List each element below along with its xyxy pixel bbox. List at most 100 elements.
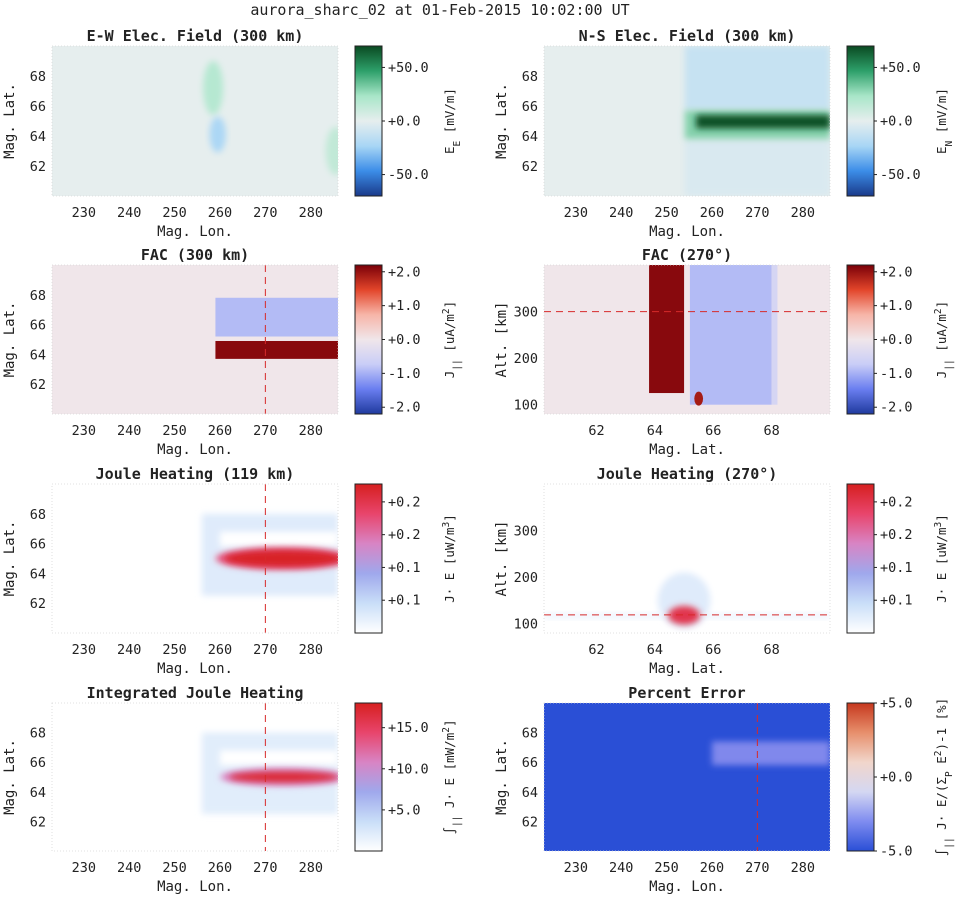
y-axis-label: Mag. Lat. <box>2 302 18 378</box>
y-tick-label: 66 <box>30 99 46 115</box>
y-tick-label: 64 <box>522 785 538 801</box>
y-axis-label: Mag. Lat. <box>2 739 18 815</box>
heatmap-features <box>649 265 778 406</box>
panel-title: FAC (270°) <box>642 246 732 264</box>
y-tick-label: 68 <box>30 507 46 523</box>
heatmap-region <box>649 265 685 394</box>
heatmap-blob <box>209 116 226 153</box>
heatmap-background <box>544 703 830 851</box>
panel-joule_119: Joule Heating (119 km) 230 240 250 260 270 280… <box>2 465 457 677</box>
x-tick-label: 260 <box>208 205 232 221</box>
colorbar-tick-label: -1.0 <box>880 366 913 382</box>
plot-frame <box>51 702 339 852</box>
colorbar <box>846 483 875 634</box>
heatmap-background <box>544 265 830 414</box>
x-tick-label: 280 <box>791 860 815 876</box>
y-tick-label: 62 <box>30 377 46 393</box>
x-tick-label: 280 <box>299 860 323 876</box>
heatmap-features <box>215 297 338 359</box>
colorbar-label: J· E [uW/m3] <box>933 514 950 603</box>
plot-frame <box>51 264 339 415</box>
x-axis-label: Mag. Lat. <box>649 661 725 677</box>
panel-title: Joule Heating (270°) <box>597 465 778 483</box>
y-tick-label: 66 <box>30 318 46 334</box>
x-axis-label: Mag. Lon. <box>649 879 725 895</box>
x-tick-label: 68 <box>763 642 779 658</box>
heatmap-blob <box>203 61 224 115</box>
colorbar <box>354 45 383 197</box>
x-tick-label: 230 <box>72 642 96 658</box>
y-tick-label: 64 <box>30 129 46 145</box>
x-tick-label: 240 <box>117 423 141 439</box>
colorbar-tick-label: +0.2 <box>880 527 913 543</box>
x-tick-label: 270 <box>253 423 277 439</box>
heatmap-region <box>689 265 772 405</box>
y-tick-label: 62 <box>30 159 46 175</box>
heatmap-region <box>215 340 338 359</box>
x-tick-label: 280 <box>299 205 323 221</box>
colorbar-tick-label: -50.0 <box>880 167 921 183</box>
y-tick-label: 68 <box>522 726 538 742</box>
heatmap-region <box>215 297 338 337</box>
figure-title: aurora_sharc_02 at 01-Feb-2015 10:02:00 … <box>250 1 629 19</box>
heatmap-blob <box>668 605 701 625</box>
heatmap-features <box>201 513 338 596</box>
colorbar-tick-label: +0.2 <box>880 494 913 510</box>
y-tick-label: 68 <box>30 726 46 742</box>
x-axis-label: Mag. Lon. <box>649 224 725 240</box>
x-tick-label: 230 <box>72 205 96 221</box>
x-tick-label: 270 <box>745 205 769 221</box>
x-tick-label: 260 <box>700 860 724 876</box>
heatmap-blob <box>325 127 338 175</box>
colorbar-tick-label: +0.0 <box>880 114 913 130</box>
y-tick-label: 62 <box>522 814 538 830</box>
colorbar-tick-label: +2.0 <box>880 264 913 280</box>
y-tick-label: 64 <box>30 566 46 582</box>
colorbar-label: J|| [uA/m2] <box>933 301 955 378</box>
x-tick-label: 240 <box>117 860 141 876</box>
heatmap-region <box>219 531 338 547</box>
heatmap-region <box>684 139 830 196</box>
y-tick-label: 66 <box>30 755 46 771</box>
panel-title: FAC (300 km) <box>141 246 249 264</box>
x-axis-label: Mag. Lon. <box>157 224 233 240</box>
colorbar-tick-label: +0.1 <box>388 560 421 576</box>
colorbar-label: EE [mV/m] <box>442 88 463 154</box>
colorbar-tick-label: -1.0 <box>388 366 421 382</box>
heatmap-region <box>771 265 778 405</box>
heatmap-background <box>52 46 338 196</box>
x-tick-label: 66 <box>705 423 721 439</box>
x-tick-label: 250 <box>162 642 186 658</box>
heatmap-region <box>696 115 830 129</box>
colorbar-tick-label: -5.0 <box>880 844 913 860</box>
heatmap-blob <box>694 391 704 406</box>
colorbar-tick-label: +0.0 <box>388 114 421 130</box>
colorbar <box>354 702 383 852</box>
colorbar-tick-label: +5.0 <box>880 696 913 712</box>
colorbar-tick-label: +0.1 <box>388 593 421 609</box>
y-tick-label: 64 <box>30 785 46 801</box>
colorbar-tick-label: +0.2 <box>388 494 421 510</box>
y-tick-label: 68 <box>522 69 538 85</box>
panel-pct_error: Percent Error 230 240 250 260 270 280 62 64 66 68 M… <box>494 684 955 895</box>
y-tick-label: 66 <box>522 755 538 771</box>
colorbar-label: EN [mV/m] <box>934 88 955 154</box>
x-tick-label: 280 <box>299 423 323 439</box>
heatmap-region <box>684 46 830 111</box>
colorbar-label: J· E [uW/m3] <box>441 514 458 603</box>
x-tick-label: 68 <box>763 423 779 439</box>
colorbar-tick-label: +0.0 <box>388 332 421 348</box>
colorbar-tick-label: +5.0 <box>388 802 421 818</box>
colorbar <box>846 45 875 197</box>
panel-fac_300: FAC (300 km) 230 240 250 260 270 280 62 64 66 68 Ma… <box>2 246 463 458</box>
x-tick-label: 230 <box>564 860 588 876</box>
panel-title: E-W Elec. Field (300 km) <box>87 27 304 45</box>
colorbar-label: ∫|| J· E [mW/m2] <box>441 719 463 834</box>
y-tick-label: 200 <box>514 570 538 586</box>
colorbar-tick-label: -50.0 <box>388 167 429 183</box>
panel-joule_270: Joule Heating (270°) 62 64 66 68 100 200 300 Mag… <box>494 465 949 677</box>
x-tick-label: 280 <box>791 205 815 221</box>
y-tick-label: 68 <box>30 69 46 85</box>
x-tick-label: 270 <box>253 642 277 658</box>
colorbar-tick-label: +0.0 <box>880 770 913 786</box>
